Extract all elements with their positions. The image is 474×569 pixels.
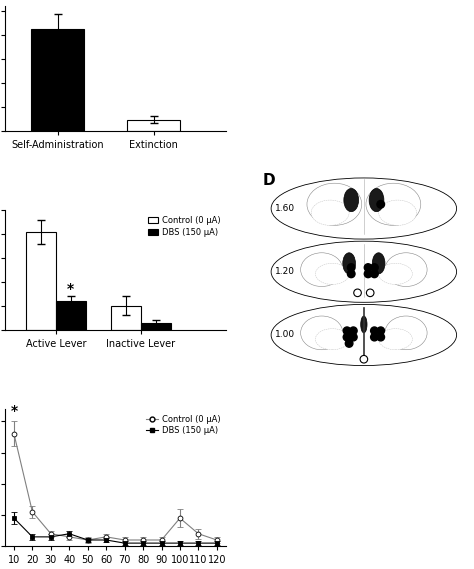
Ellipse shape — [307, 183, 362, 225]
Bar — [141, 323, 171, 330]
Circle shape — [360, 356, 368, 363]
Ellipse shape — [301, 253, 343, 287]
Ellipse shape — [271, 241, 456, 302]
Ellipse shape — [344, 188, 359, 212]
Ellipse shape — [369, 188, 384, 212]
Legend: Control (0 μA), DBS (150 μA): Control (0 μA), DBS (150 μA) — [146, 215, 222, 238]
Ellipse shape — [379, 200, 417, 225]
Legend: Control (0 μA), DBS (150 μA): Control (0 μA), DBS (150 μA) — [144, 413, 222, 437]
Circle shape — [377, 200, 384, 208]
Circle shape — [343, 333, 351, 341]
Ellipse shape — [372, 253, 385, 274]
Circle shape — [377, 333, 384, 341]
Text: *: * — [67, 282, 74, 296]
Ellipse shape — [315, 263, 349, 284]
Ellipse shape — [361, 316, 367, 333]
Bar — [111, 306, 141, 330]
Bar — [26, 232, 56, 330]
Text: *: * — [10, 404, 18, 418]
Circle shape — [347, 264, 355, 271]
Text: D: D — [263, 172, 275, 188]
Ellipse shape — [301, 316, 343, 350]
Bar — [128, 119, 180, 131]
Circle shape — [349, 333, 357, 341]
Ellipse shape — [379, 263, 412, 284]
Circle shape — [366, 289, 374, 296]
Circle shape — [371, 270, 378, 278]
Ellipse shape — [379, 329, 412, 350]
Ellipse shape — [271, 304, 456, 365]
Circle shape — [346, 340, 353, 347]
Ellipse shape — [385, 316, 427, 350]
Circle shape — [349, 327, 357, 335]
Circle shape — [371, 327, 378, 335]
Circle shape — [347, 270, 355, 278]
Ellipse shape — [271, 178, 456, 239]
Circle shape — [371, 264, 378, 271]
Circle shape — [365, 270, 372, 278]
Circle shape — [377, 327, 384, 335]
Ellipse shape — [366, 183, 421, 225]
Bar — [56, 301, 86, 330]
Text: 1.00: 1.00 — [275, 331, 295, 340]
Ellipse shape — [311, 200, 349, 225]
Circle shape — [354, 289, 361, 296]
Text: 1.60: 1.60 — [275, 204, 295, 213]
Ellipse shape — [385, 253, 427, 287]
Circle shape — [371, 333, 378, 341]
Circle shape — [343, 327, 351, 335]
Ellipse shape — [315, 329, 349, 350]
Circle shape — [365, 264, 372, 271]
Bar — [31, 29, 84, 131]
Text: 1.20: 1.20 — [275, 267, 295, 276]
Ellipse shape — [343, 253, 356, 274]
